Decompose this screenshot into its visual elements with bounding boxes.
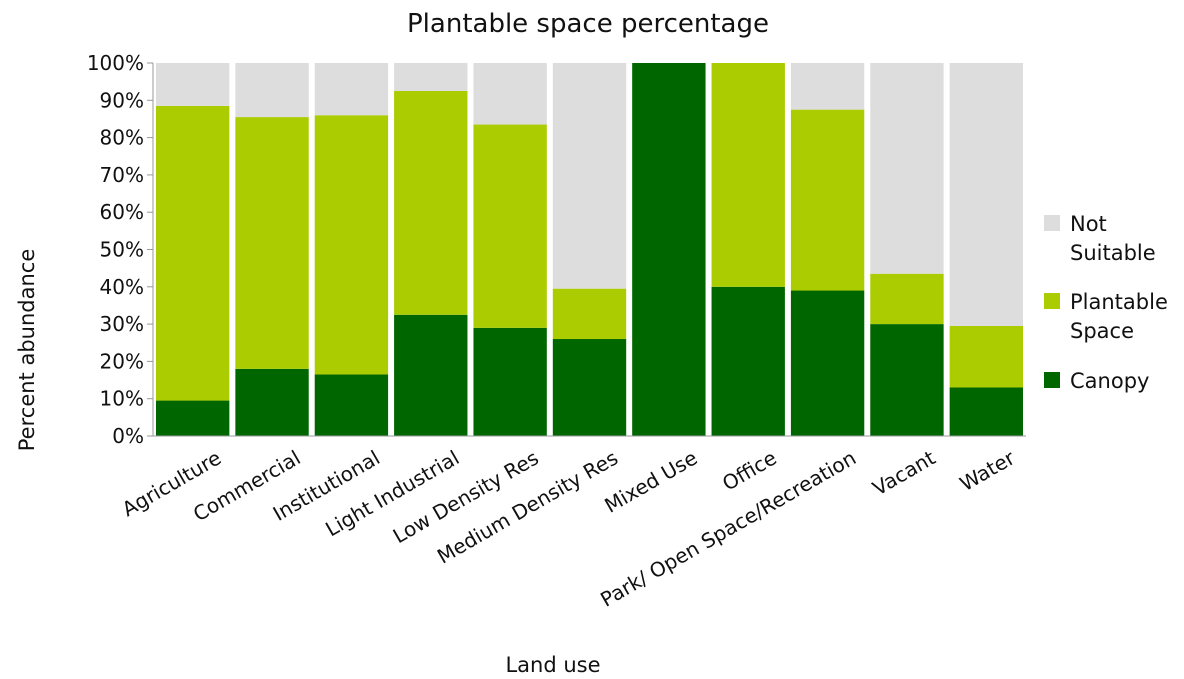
bar-plantable-space-office <box>711 63 785 287</box>
bar-plantable-space-medium-density-res <box>552 288 627 340</box>
bar-plantable-space-vacant <box>870 273 944 325</box>
bar-canopy-vacant <box>870 324 944 436</box>
bar-plantable-space-light-industrial <box>394 90 468 315</box>
x-axis-title: Land use <box>505 653 600 677</box>
legend-label: Suitable <box>1070 241 1156 265</box>
bar-canopy-medium-density-res <box>552 339 627 436</box>
bar-canopy-light-industrial <box>394 314 468 436</box>
bar-canopy-mixed-use <box>632 63 706 436</box>
y-tick-label: 20% <box>100 349 144 373</box>
x-tick-label-vacant: Vacant <box>868 445 939 500</box>
bar-canopy-institutional <box>314 374 389 436</box>
y-tick-label: 60% <box>100 200 144 224</box>
x-axis: AgricultureCommercialInstitutionalLight … <box>118 435 1026 612</box>
bar-canopy-park-open-space-recreation <box>790 290 865 436</box>
legend-item-plantable-space: Plantable Space <box>1044 290 1168 343</box>
y-tick-label: 50% <box>100 238 144 262</box>
legend-label: Plantable <box>1070 290 1168 314</box>
y-tick-label: 30% <box>100 312 144 336</box>
bar-plantable-space-agriculture <box>156 105 230 401</box>
y-tick-label: 70% <box>100 163 144 187</box>
y-tick-label: 80% <box>100 126 144 150</box>
bar-not-suitable-agriculture <box>156 63 230 106</box>
bar-not-suitable-commercial <box>235 63 309 118</box>
legend: Not Suitable Plantable Space Canopy <box>1044 212 1168 393</box>
legend-label: Space <box>1070 319 1134 343</box>
legend-swatch <box>1044 215 1060 231</box>
y-tick-label: 0% <box>112 424 144 448</box>
plot-area <box>153 63 1026 436</box>
x-tick-label-office: Office <box>718 446 781 496</box>
legend-item-not-suitable: Not Suitable <box>1044 212 1156 265</box>
legend-label: Not <box>1070 212 1107 236</box>
bar-plantable-space-commercial <box>235 117 309 369</box>
x-tick-label-water: Water <box>956 445 1020 496</box>
bar-canopy-agriculture <box>156 400 230 436</box>
y-tick-label: 90% <box>100 88 144 112</box>
bar-not-suitable-medium-density-res <box>552 63 627 289</box>
bar-canopy-low-density-res <box>473 327 547 436</box>
bar-not-suitable-institutional <box>314 63 389 116</box>
legend-swatch <box>1044 293 1060 309</box>
bar-canopy-water <box>949 387 1023 436</box>
bar-not-suitable-vacant <box>870 63 944 274</box>
y-axis-title: Percent abundance <box>15 249 39 451</box>
legend-label: Canopy <box>1070 369 1149 393</box>
y-axis: 0% 10% 20% 30% 40% 50% 60% 70% 80% 90% 100% <box>87 51 154 448</box>
bar-canopy-commercial <box>235 368 309 436</box>
legend-item-canopy: Canopy <box>1044 369 1149 393</box>
bar-not-suitable-low-density-res <box>473 63 547 125</box>
bar-plantable-space-water <box>949 325 1023 388</box>
bar-not-suitable-water <box>949 63 1023 326</box>
bar-plantable-space-low-density-res <box>473 124 547 328</box>
legend-swatch <box>1044 372 1060 388</box>
bar-not-suitable-park-open-space-recreation <box>790 63 865 110</box>
bar-canopy-office <box>711 286 785 436</box>
bar-plantable-space-institutional <box>314 115 389 375</box>
y-tick-label: 10% <box>100 387 144 411</box>
y-tick-label: 40% <box>100 275 144 299</box>
bar-plantable-space-park-open-space-recreation <box>790 109 865 291</box>
bar-not-suitable-light-industrial <box>394 63 468 91</box>
y-tick-label: 100% <box>87 51 144 75</box>
chart-title: Plantable space percentage <box>407 9 769 39</box>
